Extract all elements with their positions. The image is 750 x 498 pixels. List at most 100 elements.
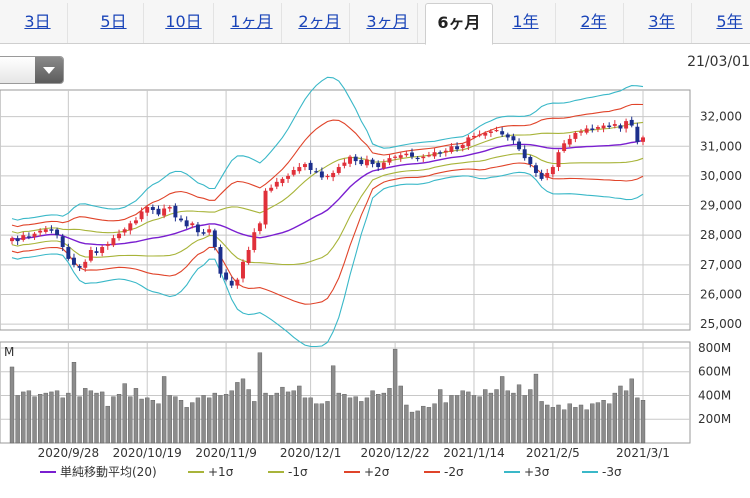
candle-body: [443, 150, 448, 153]
candle-body: [595, 127, 600, 129]
candle-body: [133, 220, 138, 224]
volume-bar: [499, 376, 505, 444]
candle-body: [43, 229, 48, 232]
volume-bar: [133, 388, 139, 444]
volume-bar: [173, 396, 178, 444]
volume-bar: [336, 392, 341, 444]
volume-bar: [392, 348, 398, 444]
candle-body: [190, 223, 195, 226]
candle-body: [32, 233, 37, 237]
volume-bar: [545, 404, 550, 444]
minus-2-sigma-line: [11, 162, 644, 305]
price-tick-label: 26,000: [700, 287, 742, 301]
tab-5d[interactable]: 5日: [84, 3, 144, 43]
candle-body: [438, 152, 443, 154]
period-tab-bar: 3日 5日 10日 1ヶ月 2ヶ月 3ヶ月 6ヶ月 1年 2年 3年 5年: [0, 0, 750, 45]
candle-body: [291, 170, 296, 175]
chart-type-dropdown[interactable]: [0, 56, 64, 84]
candle-body: [257, 223, 262, 232]
volume-bar: [404, 404, 409, 444]
candle-body: [359, 159, 364, 165]
candle-body: [590, 128, 595, 130]
volume-bar: [556, 404, 561, 444]
candle-body: [88, 250, 93, 261]
volume-bar: [330, 365, 336, 444]
tab-6m[interactable]: 6ヶ月: [425, 3, 493, 45]
candle-body: [494, 130, 499, 132]
price-tick-label: 29,000: [700, 199, 742, 213]
tab-1m[interactable]: 1ヶ月: [222, 3, 282, 43]
candle-body: [229, 280, 234, 286]
candle-body: [624, 121, 629, 129]
volume-bar: [83, 388, 88, 444]
tab-3y[interactable]: 3年: [632, 3, 692, 43]
volume-bar: [54, 390, 60, 444]
tab-2y[interactable]: 2年: [564, 3, 624, 43]
tab-5y[interactable]: 5年: [700, 3, 750, 43]
candle-body: [522, 149, 527, 159]
volume-bar: [607, 403, 612, 444]
candle-body: [94, 251, 99, 253]
tab-3m[interactable]: 3ヶ月: [358, 3, 418, 43]
volume-bar: [99, 391, 105, 444]
candle-body: [77, 266, 82, 268]
volume-bar: [528, 389, 533, 444]
volume-tick-label: 400M: [698, 388, 731, 402]
legend-label: -3σ: [602, 465, 622, 479]
volume-bar: [184, 407, 189, 444]
volume-bar: [477, 396, 482, 444]
volume-bar: [60, 397, 65, 444]
volume-bar: [601, 400, 606, 444]
volume-bar: [94, 392, 99, 444]
volume-bar: [483, 389, 488, 444]
candle-body: [235, 279, 240, 286]
volume-bar: [167, 395, 172, 444]
volume-bar: [398, 385, 403, 444]
x-tick-label: 2021/2/5: [526, 446, 580, 460]
candle-body: [314, 171, 319, 173]
volume-bar: [218, 395, 223, 444]
volume-bar: [240, 378, 246, 444]
volume-bar: [257, 352, 263, 444]
candle-body: [607, 125, 612, 128]
volume-bar: [449, 395, 454, 444]
volume-bar: [319, 403, 325, 444]
candle-body: [246, 250, 251, 264]
volume-bar: [550, 407, 556, 444]
candle-body: [21, 235, 26, 240]
x-tick-label: 2021/3/1: [616, 446, 670, 460]
candle-body: [184, 220, 189, 227]
x-tick-label: 2020/9/28: [38, 446, 100, 460]
candle-body: [370, 159, 375, 165]
volume-bar: [235, 382, 240, 444]
candle-body: [128, 223, 133, 231]
tab-3d[interactable]: 3日: [8, 3, 68, 43]
volume-bar: [178, 400, 184, 444]
candle-body: [517, 141, 522, 150]
volume-bar: [471, 395, 477, 444]
tab-2m[interactable]: 2ヶ月: [290, 3, 350, 43]
volume-bar: [561, 409, 567, 444]
tab-10d[interactable]: 10日: [154, 3, 214, 43]
volume-bar: [21, 391, 26, 444]
volume-bar: [150, 400, 156, 444]
volume-bar: [223, 394, 229, 444]
volume-bar: [15, 395, 20, 444]
candle-body: [584, 128, 589, 133]
tab-1y[interactable]: 1年: [496, 3, 556, 43]
plus-1-sigma-line: [11, 121, 644, 234]
candle-body: [562, 143, 567, 152]
candle-body: [111, 238, 116, 246]
candle-body: [297, 167, 302, 172]
volume-bar: [291, 390, 296, 444]
volume-bar: [297, 385, 302, 444]
volume-bar: [533, 373, 539, 444]
volume-bar: [190, 402, 195, 444]
candle-body: [72, 257, 76, 265]
candle-body: [274, 181, 279, 187]
volume-bar: [347, 397, 353, 444]
volume-bar: [432, 403, 437, 444]
volume-bar: [381, 392, 387, 444]
volume-bar: [71, 362, 77, 444]
